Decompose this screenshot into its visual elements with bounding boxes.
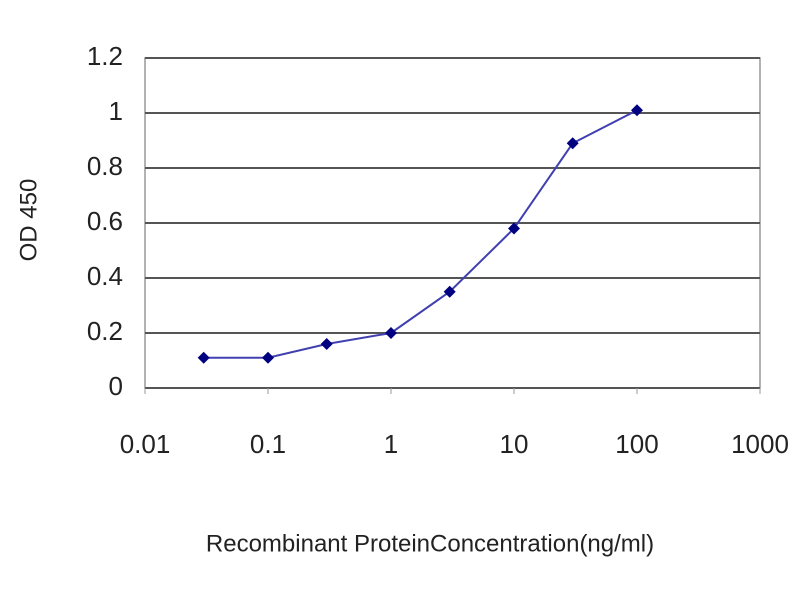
- data-line: [203, 109, 638, 359]
- data-marker: [320, 338, 333, 350]
- x-tick-label: 0.01: [120, 429, 171, 459]
- x-tick-label: 1000: [731, 429, 789, 459]
- y-tick-label: 0.6: [87, 206, 123, 236]
- data-marker: [508, 222, 520, 235]
- x-tick-label: 100: [615, 429, 658, 459]
- data-marker: [385, 327, 397, 339]
- x-tick-label: 0.1: [250, 429, 286, 459]
- x-tick-label: 1: [384, 429, 398, 459]
- data-marker: [443, 285, 456, 298]
- y-tick-label: 1: [109, 96, 123, 126]
- y-tick-label: 0.2: [87, 316, 123, 346]
- y-tick-label: 0.8: [87, 151, 123, 181]
- y-tick-label: 0: [109, 371, 123, 401]
- x-tick-label: 10: [500, 429, 529, 459]
- y-axis-title: OD 450: [15, 179, 42, 262]
- x-axis-title: Recombinant ProteinConcentration(ng/ml): [206, 530, 654, 557]
- data-marker: [631, 104, 643, 117]
- data-marker: [262, 351, 274, 364]
- y-tick-label: 0.4: [87, 261, 123, 291]
- data-marker: [197, 351, 210, 364]
- data-marker: [566, 137, 579, 150]
- y-tick-label: 1.2: [87, 41, 123, 71]
